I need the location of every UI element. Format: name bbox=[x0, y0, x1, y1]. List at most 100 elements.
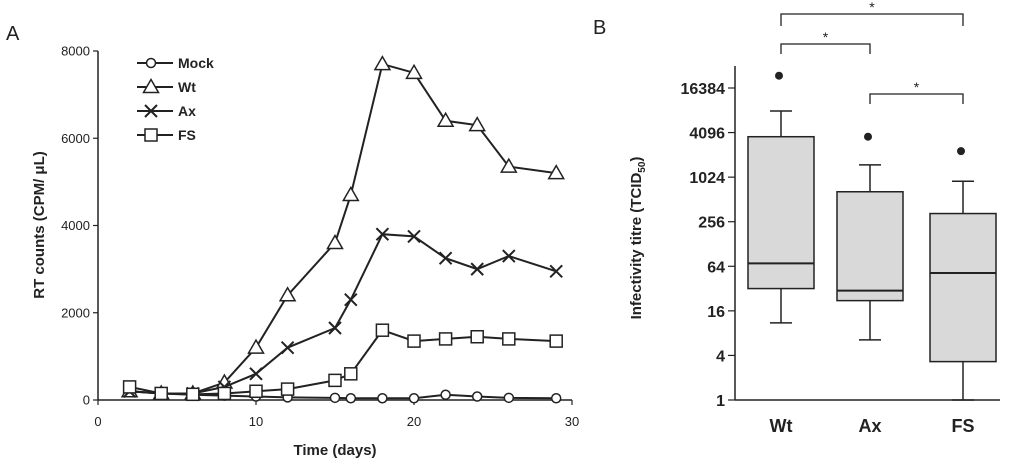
panel-a-x-axis-title: Time (days) bbox=[293, 442, 376, 459]
legend-item-fs: FS bbox=[137, 127, 196, 143]
series-fs-point bbox=[154, 386, 168, 401]
series-wt-point bbox=[342, 185, 360, 202]
series-wt-point bbox=[436, 111, 455, 128]
box-ax-iqr bbox=[836, 191, 904, 302]
panel-b-y-axis-title-main: Infectivity titre (TCID bbox=[628, 173, 645, 320]
series-ax-line bbox=[129, 233, 557, 395]
panel-b-y-tick-label: 64 bbox=[707, 259, 725, 276]
series-ax-point bbox=[470, 262, 484, 276]
significance-wt-vs-ax-bracket bbox=[780, 43, 871, 54]
series-wt-point bbox=[326, 233, 344, 250]
legend-item-ax: Ax bbox=[137, 103, 196, 119]
series-ax-point bbox=[249, 367, 263, 381]
significance-ax-vs-fs-bracket bbox=[869, 93, 964, 104]
legend-mock-marker bbox=[145, 57, 157, 69]
panel-a-x-tick-label: 20 bbox=[407, 414, 421, 429]
significance-ax-vs-fs: * bbox=[869, 79, 964, 104]
panel-a-y-tick-label: 4000 bbox=[61, 218, 90, 233]
panel-a-y-tick-label: 0 bbox=[83, 393, 90, 408]
series-wt-point bbox=[373, 55, 392, 71]
series-mock-point bbox=[471, 391, 483, 402]
panel-b-axes: 1 4 16 64 256 1024 4096 16384 bbox=[681, 66, 1000, 410]
legend-fs-marker bbox=[144, 128, 158, 142]
series-ax bbox=[122, 227, 563, 401]
series-wt-point bbox=[247, 338, 265, 354]
category-label-wt: Wt bbox=[770, 416, 793, 436]
panel-b-y-tick-label: 4096 bbox=[689, 126, 725, 143]
legend-ax-label: Ax bbox=[178, 103, 196, 119]
box-fs-outlier bbox=[957, 147, 965, 156]
series-ax-point bbox=[502, 249, 516, 263]
legend-fs-label: FS bbox=[178, 127, 196, 143]
panel-a-x-tick-label: 0 bbox=[94, 414, 101, 429]
series-mock-point bbox=[377, 393, 388, 404]
series-fs-point bbox=[549, 334, 563, 348]
significance-wt-vs-ax-label: * bbox=[823, 29, 829, 45]
series-wt-point bbox=[278, 286, 297, 302]
significance-wt-vs-fs: * bbox=[780, 0, 964, 26]
panel-a-x-tick-label: 10 bbox=[249, 414, 263, 429]
series-fs-point bbox=[470, 329, 484, 344]
series-fs-point bbox=[217, 386, 232, 401]
box-wt-outlier bbox=[775, 71, 783, 80]
series-mock-point bbox=[408, 393, 420, 404]
series-mock-point bbox=[345, 393, 357, 404]
panel-b-y-tick-label: 16384 bbox=[681, 81, 726, 98]
panel-b-y-tick-label: 1 bbox=[716, 393, 725, 410]
panel-a-y-tick-label: 6000 bbox=[61, 131, 90, 146]
legend-item-mock: Mock bbox=[137, 55, 214, 71]
panel-b-y-tick-label: 256 bbox=[698, 215, 725, 232]
significance-wt-vs-ax: * bbox=[780, 29, 871, 54]
box-ax-outlier bbox=[864, 132, 872, 141]
box-fs-iqr bbox=[929, 212, 997, 363]
series-mock-point bbox=[503, 392, 515, 404]
series-ax-point bbox=[280, 340, 295, 355]
series-fs-point bbox=[375, 323, 390, 337]
panel-a-series-group bbox=[120, 55, 565, 404]
panel-b-letter: B bbox=[593, 17, 606, 39]
significance-wt-vs-fs-label: * bbox=[869, 0, 875, 15]
panel-a-y-tick-label: 2000 bbox=[61, 305, 90, 320]
series-wt-point bbox=[405, 63, 423, 80]
panel-b-boxes: Wt Ax FS bbox=[747, 71, 997, 436]
legend-ax-marker bbox=[144, 104, 158, 118]
series-ax-point bbox=[375, 227, 390, 241]
panel-b-y-axis-title: Infectivity titre (TCID50) bbox=[628, 157, 648, 320]
box-ax: Ax bbox=[836, 132, 904, 436]
series-mock-point bbox=[329, 392, 341, 404]
series-mock-point bbox=[440, 389, 451, 401]
panel-b-box-plot: B Infectivity titre (TCID50) 1 4 16 64 256 10… bbox=[593, 0, 1000, 436]
series-fs bbox=[122, 323, 563, 402]
series-fs-point bbox=[249, 384, 263, 399]
legend-wt-label: Wt bbox=[178, 79, 196, 95]
series-wt-point bbox=[468, 116, 486, 132]
legend-item-wt: Wt bbox=[137, 77, 196, 95]
panel-b-significance: * * * bbox=[780, 0, 964, 104]
panel-b-y-axis-title-subscript: 50 bbox=[637, 161, 648, 173]
series-mock-point bbox=[550, 393, 562, 404]
series-fs-point bbox=[502, 332, 516, 346]
series-wt-point bbox=[500, 157, 518, 173]
panel-a-axes: 0 2000 4000 6000 8000 0 10 20 30 bbox=[61, 44, 579, 430]
series-ax-point bbox=[328, 321, 342, 335]
panel-b-y-tick-label: 1024 bbox=[689, 170, 725, 187]
box-wt-iqr bbox=[747, 135, 815, 290]
panel-b-y-tick-label: 4 bbox=[716, 348, 725, 365]
series-fs-point bbox=[407, 334, 421, 348]
box-fs: FS bbox=[929, 147, 997, 436]
series-ax-point bbox=[549, 264, 563, 279]
category-label-fs: FS bbox=[951, 416, 974, 436]
series-fs-point bbox=[122, 380, 137, 394]
series-wt-point bbox=[547, 164, 565, 180]
category-label-ax: Ax bbox=[858, 416, 881, 436]
panel-a-letter: A bbox=[6, 23, 20, 45]
panel-a-y-axis-title: RT counts (CPM/ μL) bbox=[31, 151, 48, 299]
series-fs-point bbox=[280, 382, 295, 396]
legend-wt-marker bbox=[142, 77, 160, 94]
series-ax-point bbox=[407, 229, 421, 244]
series-fs-point bbox=[344, 367, 358, 381]
series-ax-point bbox=[438, 251, 453, 265]
panel-a-line-chart: A RT counts (CPM/ μL) Time (days) 0 2000 4… bbox=[6, 23, 579, 459]
series-fs-point bbox=[328, 373, 342, 388]
